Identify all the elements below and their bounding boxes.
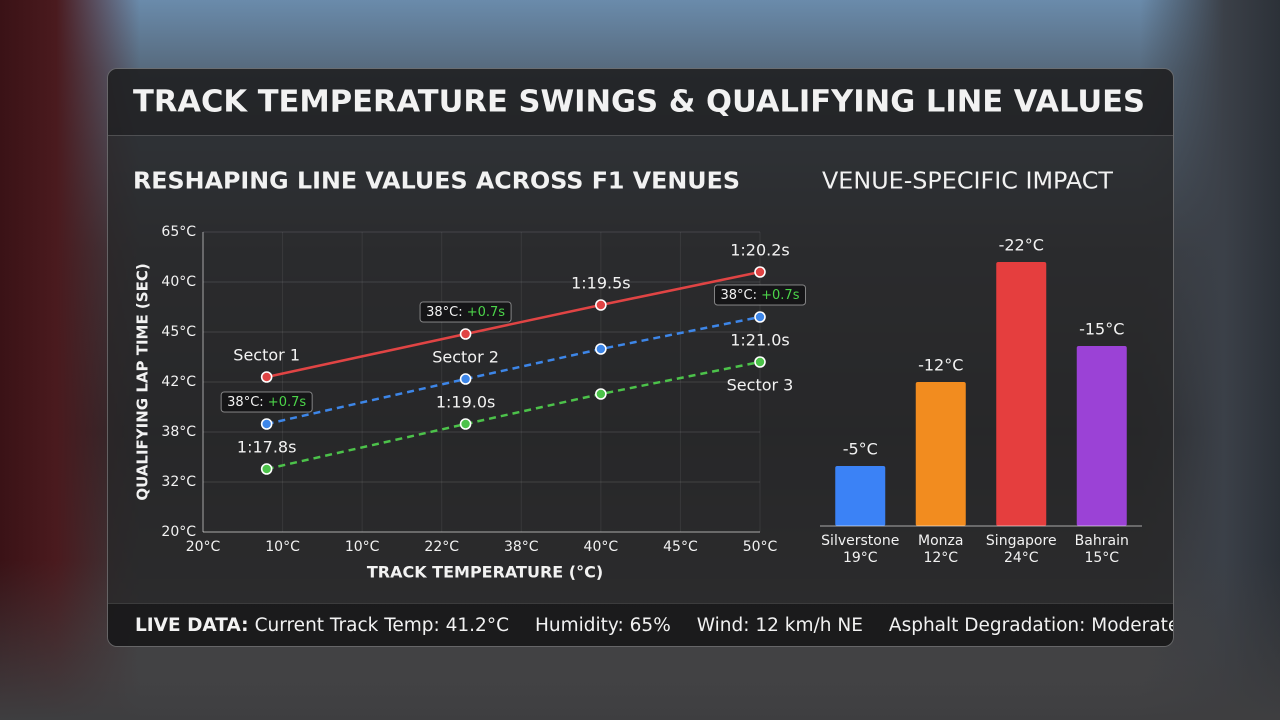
y-tick-label: 65°C xyxy=(161,224,196,240)
point-label: 1:19.0s xyxy=(436,393,496,412)
point xyxy=(459,328,472,340)
callout: 38°C: +0.7s xyxy=(220,391,313,413)
y-tick-label: 32°C xyxy=(161,474,196,490)
y-tick-label: 40°C xyxy=(161,274,196,290)
y-tick-label: 45°C xyxy=(161,324,196,340)
footer-label: LIVE DATA: xyxy=(135,614,249,636)
header-band xyxy=(108,69,1173,136)
chart-title: RESHAPING LINE VALUES ACROSS F1 VENUES xyxy=(133,169,740,195)
callout-delta: +0.7s xyxy=(467,305,506,320)
callout-temp: 38°C: xyxy=(721,288,758,303)
x-tick-sublabel: 24°C xyxy=(1004,550,1039,566)
y-axis-label: QUALIFYING LAP TIME (SEC) xyxy=(134,263,152,500)
x-tick-label: 10°C xyxy=(345,539,380,555)
callout-box xyxy=(220,391,313,413)
x-tick-label: 50°C xyxy=(743,539,778,555)
footer-bar: LIVE DATA: Current Track Temp: 41.2°C Hum… xyxy=(108,603,1173,646)
x-tick-label: 22°C xyxy=(424,539,459,555)
chart-title: VENUE-SPECIFIC IMPACT xyxy=(822,169,1114,195)
x-tick-label: 40°C xyxy=(584,539,619,555)
callout-text: 38°C: +0.7s xyxy=(227,395,306,410)
footer-item: Wind: 12 km/h NE xyxy=(696,614,863,636)
panel: LIVE DATA: Current Track Temp: 41.2°C Hum… xyxy=(107,68,1174,647)
callout-box xyxy=(714,284,806,306)
callout-text: 38°C: +0.7s xyxy=(721,288,800,303)
series-line xyxy=(266,360,761,471)
x-tick-label: 20°C xyxy=(186,539,221,555)
series-name: Sector 3 xyxy=(727,376,794,395)
point xyxy=(260,371,273,383)
bar xyxy=(996,262,1047,526)
callout-delta: +0.7s xyxy=(761,288,800,303)
series-line xyxy=(266,270,761,379)
value-label: -15°C xyxy=(1079,320,1124,339)
y-tick-label: 38°C xyxy=(161,424,196,440)
callout-box xyxy=(419,301,512,323)
point xyxy=(754,356,766,368)
series-name: Sector 1 xyxy=(233,346,300,365)
x-tick-label: 10°C xyxy=(265,539,300,555)
x-tick-label: Silverstone xyxy=(821,533,899,549)
callout-temp: 38°C: xyxy=(426,305,463,320)
footer-item: Current Track Temp: 41.2°C xyxy=(254,614,509,636)
point-label: 1:20.2s xyxy=(730,241,790,260)
x-tick-label: Singapore xyxy=(986,533,1057,549)
footer-item: Asphalt Degradation: Moderate xyxy=(888,614,1174,636)
x-tick-label: Bahrain xyxy=(1075,533,1129,549)
point xyxy=(260,463,273,475)
point xyxy=(754,311,766,323)
callout: 38°C: +0.7s xyxy=(419,301,512,323)
y-tick-label: 20°C xyxy=(161,524,196,540)
value-label: -5°C xyxy=(843,440,878,459)
x-tick-sublabel: 19°C xyxy=(843,550,878,566)
x-tick-label: 45°C xyxy=(663,539,698,555)
series-line xyxy=(266,315,761,426)
x-axis-label: TRACK TEMPERATURE (°C) xyxy=(367,563,603,582)
point xyxy=(595,388,607,400)
point xyxy=(754,266,766,278)
footer-item: Humidity: 65% xyxy=(535,614,671,636)
point xyxy=(595,299,607,311)
point-label: 1:17.8s xyxy=(237,438,297,457)
page-title: TRACK TEMPERATURE SWINGS & QUALIFYING LI… xyxy=(133,85,1145,120)
value-label: -12°C xyxy=(918,356,963,375)
x-tick-sublabel: 15°C xyxy=(1084,550,1119,566)
point xyxy=(260,418,273,430)
bar xyxy=(915,382,966,526)
callout-delta: +0.7s xyxy=(268,395,307,410)
point-label: 1:21.0s xyxy=(730,331,790,350)
callout-text: 38°C: +0.7s xyxy=(426,305,505,320)
point xyxy=(595,343,607,355)
bar xyxy=(835,466,886,526)
callout: 38°C: +0.7s xyxy=(714,284,806,306)
callout-temp: 38°C: xyxy=(227,395,264,410)
x-tick-label: 38°C xyxy=(504,539,539,555)
series-name: Sector 2 xyxy=(432,348,499,367)
y-tick-label: 42°C xyxy=(161,374,196,390)
point xyxy=(459,373,472,385)
value-label: -22°C xyxy=(999,236,1044,255)
x-tick-label: Monza xyxy=(918,533,963,549)
point xyxy=(459,418,472,430)
bar xyxy=(1076,346,1127,526)
point-label: 1:19.5s xyxy=(571,274,631,293)
x-tick-sublabel: 12°C xyxy=(923,550,958,566)
